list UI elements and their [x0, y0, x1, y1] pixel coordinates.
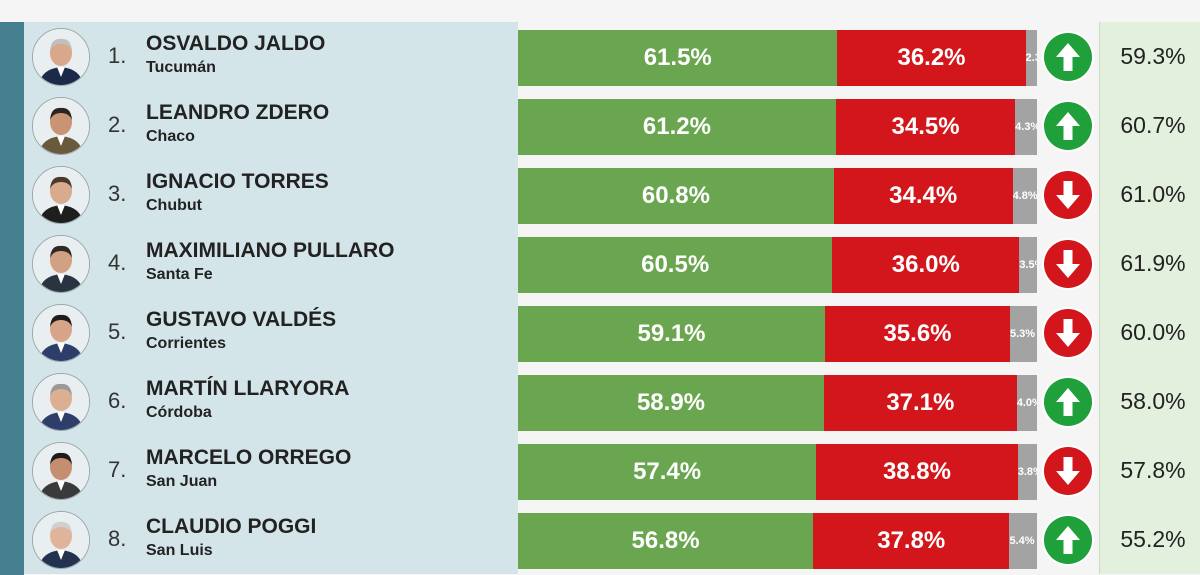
candidate-row: 6. MARTÍN LLARYORA Córdoba 58.9%37.1%4.0% 58… [24, 367, 1200, 436]
rank-number: 5. [108, 319, 127, 344]
candidate-row: 1. OSVALDO JALDO Tucumán 61.5%36.2%2.3% 59.3… [24, 22, 1200, 91]
candidate-row: 8. CLAUDIO POGGI San Luis 56.8% 37.8% 5.4% 55.… [24, 505, 1200, 574]
candidate-avatar [32, 235, 90, 293]
previous-value: 58.0% [1120, 388, 1186, 414]
previous-value: 61.9% [1120, 250, 1186, 276]
rank-number: 8. [108, 526, 127, 551]
candidate-province: San Luis [146, 542, 213, 559]
previous-value-column [1099, 22, 1200, 574]
candidate-province: Chubut [146, 197, 202, 214]
approval-bar: 56.8% [518, 513, 814, 569]
candidate-name: IGNACIO TORRES [146, 170, 329, 193]
arrow-up-icon [1042, 376, 1094, 428]
candidate-name: MAXIMILIANO PULLARO [146, 239, 395, 262]
approval-bar: 59.1% [518, 306, 826, 362]
candidate-avatar [32, 28, 90, 86]
top-strip [0, 0, 1200, 22]
candidate-row: 2. LEANDRO ZDERO Chaco 61.2%34.5%4.3% 60.7% [24, 91, 1200, 160]
arrow-up-icon [1042, 100, 1094, 152]
candidate-row: 3. IGNACIO TORRES Chubut 60.8% 34.4% 4.8% 61.0… [24, 160, 1200, 229]
candidate-avatar [32, 511, 90, 569]
candidate-name: CLAUDIO POGGI [146, 515, 317, 538]
approval-bar: 58.9% [518, 375, 824, 431]
candidate-row: 4. MAXIMILIANO PULLARO Santa Fe 60.5% 36.0% 3… [24, 229, 1200, 298]
left-accent-bar [0, 22, 24, 575]
undecided-bar: 4.8% [1012, 168, 1038, 224]
rank-number: 2. [108, 112, 127, 137]
candidate-row: 5. GUSTAVO VALDÉS Corrientes 59.1% 35.6% 5.3%… [24, 298, 1200, 367]
rank-number: 1. [108, 43, 127, 68]
approval-bar: 61.2% [518, 99, 836, 155]
candidate-name: MARCELO ORREGO [146, 446, 352, 469]
candidate-province: San Juan [146, 473, 218, 490]
approval-bar: 57.4% [518, 444, 817, 500]
approval-bar: 60.8% [518, 168, 834, 224]
previous-value: 60.7% [1120, 112, 1186, 138]
candidate-name: OSVALDO JALDO [146, 32, 326, 55]
candidate-avatar [32, 304, 90, 362]
candidate-avatar [32, 442, 90, 500]
undecided-bar: 3.8% [1017, 444, 1038, 500]
candidate-province: Corrientes [146, 335, 227, 352]
undecided-bar: 4.3% [1015, 99, 1038, 155]
disapproval-bar: 36.2% [837, 30, 1026, 86]
candidate-name: GUSTAVO VALDÉS [146, 308, 337, 331]
candidate-avatar [32, 166, 90, 224]
candidate-name: MARTÍN LLARYORA [146, 377, 350, 400]
candidate-province: Tucumán [146, 59, 216, 76]
rank-number: 4. [108, 250, 127, 275]
arrow-down-icon [1042, 238, 1094, 290]
undecided-bar: 5.4% [1009, 513, 1038, 569]
previous-value: 61.0% [1120, 181, 1186, 207]
previous-value: 55.2% [1120, 526, 1186, 552]
arrow-up-icon [1042, 514, 1094, 566]
undecided-bar: 2.3% [1025, 30, 1038, 86]
undecided-bar: 3.5% [1019, 237, 1038, 293]
candidate-province: Córdoba [146, 404, 212, 421]
arrow-down-icon [1042, 169, 1094, 221]
arrow-down-icon [1042, 445, 1094, 497]
disapproval-bar: 37.1% [823, 375, 1017, 431]
candidate-avatar [32, 373, 90, 431]
rank-number: 3. [108, 181, 127, 206]
approval-bar: 61.5% [518, 30, 838, 86]
disapproval-bar: 37.8% [813, 513, 1010, 569]
rank-number: 7. [108, 457, 127, 482]
candidate-province: Chaco [146, 128, 195, 145]
arrow-down-icon [1042, 307, 1094, 359]
undecided-bar: 5.3% [1009, 306, 1038, 362]
undecided-bar: 4.0% [1016, 375, 1038, 431]
candidate-province: Santa Fe [146, 266, 213, 283]
disapproval-bar: 38.8% [816, 444, 1018, 500]
candidate-row: 7. MARCELO ORREGO San Juan 57.4%38.8%3.8% 57… [24, 436, 1200, 505]
previous-value: 60.0% [1120, 319, 1186, 345]
disapproval-bar: 34.4% [833, 168, 1013, 224]
rank-number: 6. [108, 388, 127, 413]
disapproval-bar: 36.0% [832, 237, 1020, 293]
disapproval-bar: 34.5% [835, 99, 1016, 155]
candidate-column [24, 22, 518, 574]
arrow-up-icon [1042, 31, 1094, 83]
candidate-avatar [32, 97, 90, 155]
candidate-name: LEANDRO ZDERO [146, 101, 330, 124]
approval-bar: 60.5% [518, 237, 833, 293]
disapproval-bar: 35.6% [825, 306, 1010, 362]
previous-value: 57.8% [1120, 457, 1186, 483]
previous-value: 59.3% [1120, 43, 1186, 69]
